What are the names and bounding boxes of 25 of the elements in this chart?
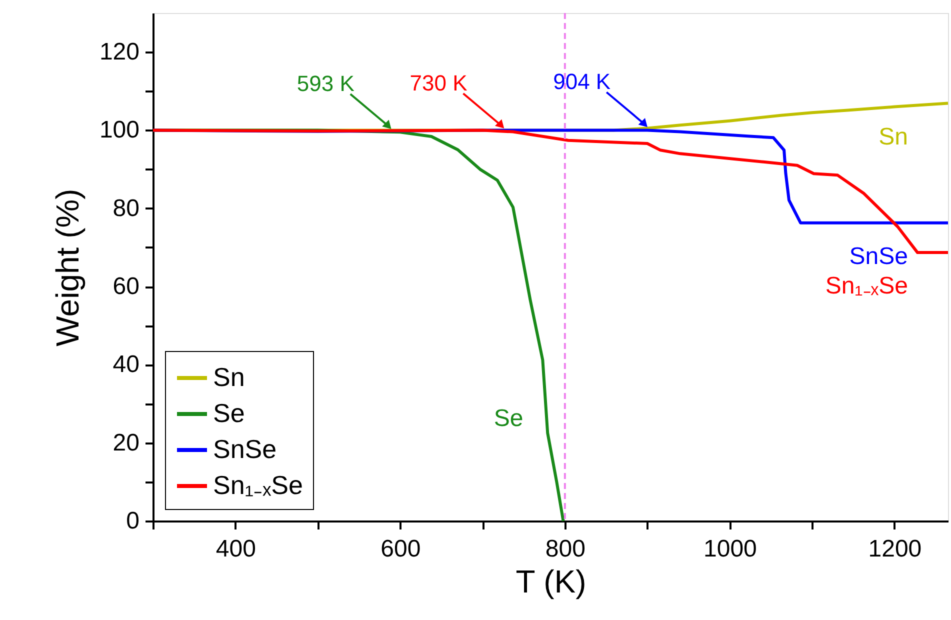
- annotation: 904 K: [553, 69, 611, 94]
- annotation: 593 K: [296, 71, 355, 96]
- y-axis-title: Weight (%): [49, 188, 86, 346]
- annotation: 730 K: [410, 70, 468, 96]
- y-tick-label: 120: [99, 38, 140, 66]
- x-tick-label: 800: [545, 536, 586, 562]
- legend-label: Sn: [213, 362, 245, 392]
- text: Sn: [878, 123, 908, 150]
- x-tick-label: 1200: [868, 536, 922, 562]
- legend-label: Se: [213, 398, 245, 428]
- y-tick-label: 0: [126, 508, 140, 534]
- legend-label: Sn₁₋ₓSe: [213, 470, 303, 500]
- x-tick-label: 400: [216, 536, 256, 562]
- y-tick-label: 100: [99, 116, 140, 144]
- x-tick-label: 1000: [703, 536, 757, 562]
- y-tick-label: 40: [112, 351, 140, 378]
- legend-label: SnSe: [213, 434, 277, 464]
- y-tick-label: 20: [112, 429, 140, 456]
- x-axis-title: T (K): [516, 564, 586, 600]
- text: Sn₁₋ₓSe: [825, 272, 908, 300]
- text: SnSe: [849, 242, 908, 270]
- y-tick-label: 60: [112, 273, 140, 300]
- y-tick-label: 80: [112, 194, 140, 222]
- x-tick-label: 600: [380, 536, 421, 562]
- text: Se: [494, 405, 524, 432]
